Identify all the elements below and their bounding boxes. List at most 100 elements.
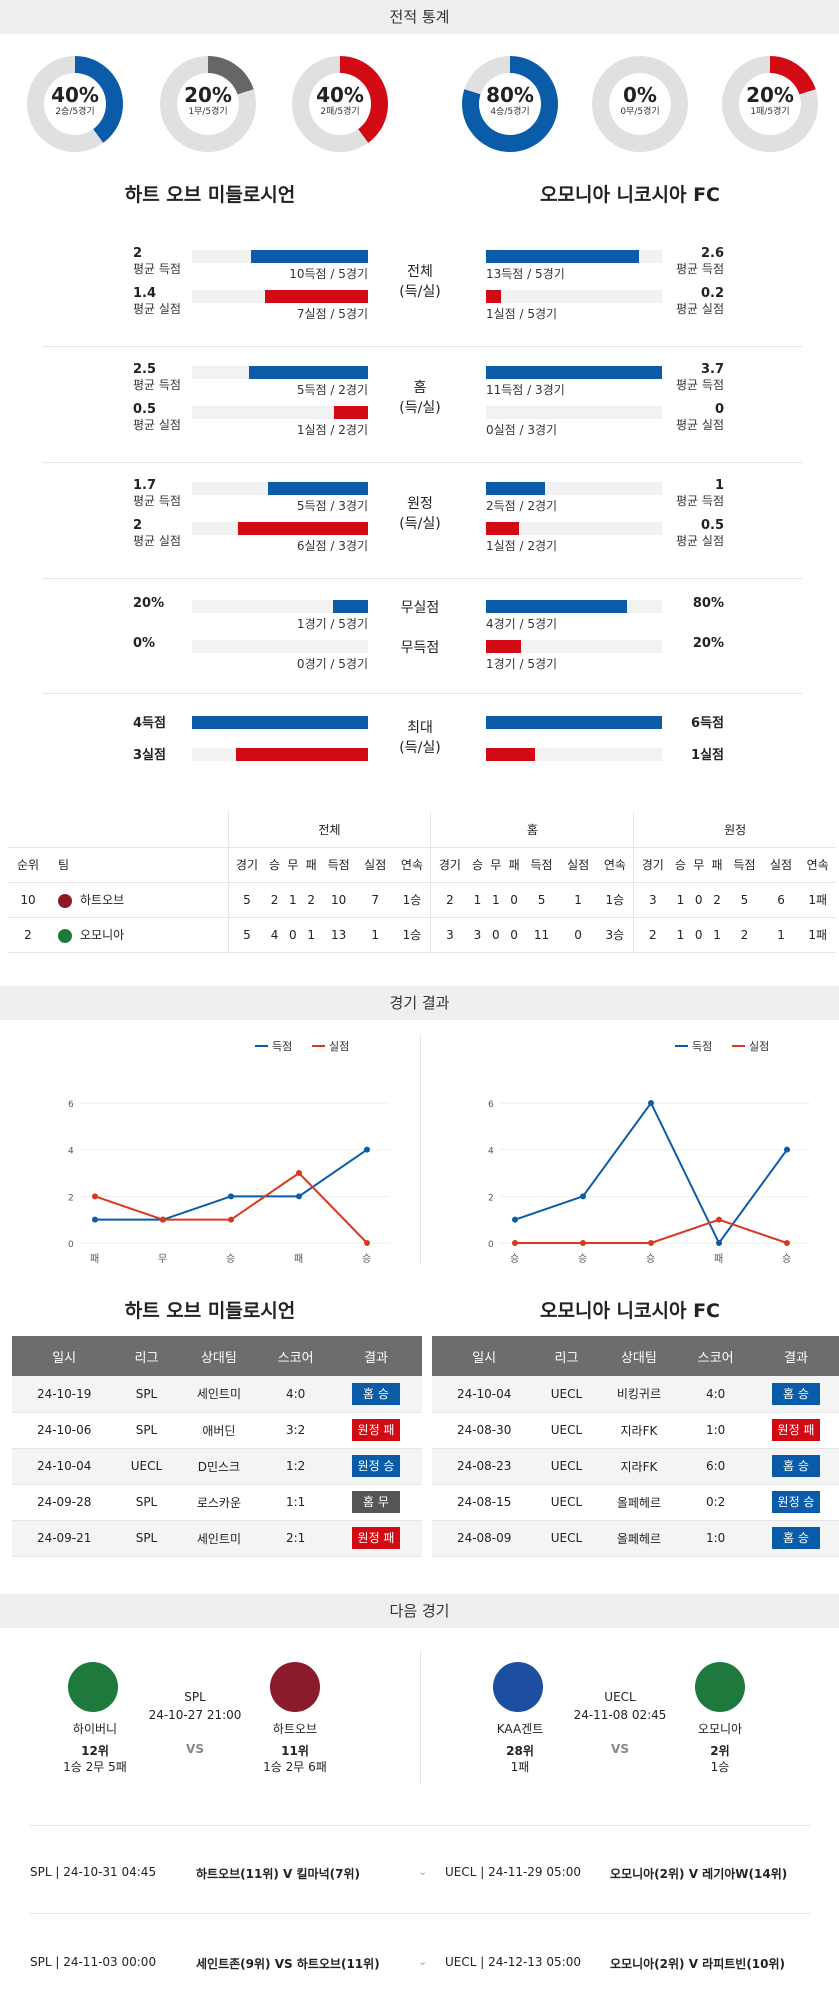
center-line-1: 전체 bbox=[407, 264, 433, 280]
data-point bbox=[784, 1240, 790, 1246]
stat-cell: 1 bbox=[283, 882, 303, 918]
away-record: 1승 bbox=[710, 1760, 730, 1774]
home-record: 1패 bbox=[510, 1760, 530, 1774]
right-bar bbox=[486, 290, 501, 303]
data-point bbox=[160, 1216, 166, 1223]
left-detail: 10득점 / 5경기 bbox=[289, 267, 368, 281]
stat-cell: 5 bbox=[726, 882, 763, 918]
result-date: 24-10-06 bbox=[12, 1412, 117, 1449]
stat-cell: 3 bbox=[430, 917, 469, 953]
donut-center: 40% 2패/5경기 bbox=[309, 73, 371, 135]
results-header-row: 일시 리그 상대팀 스코어 결과 bbox=[12, 1336, 422, 1376]
stat-cell: 1 bbox=[671, 882, 690, 918]
right-label: 평균 실점 bbox=[676, 418, 724, 432]
results-col-header: 결과 bbox=[750, 1336, 839, 1376]
left-bar-track bbox=[192, 640, 368, 653]
result-opp: 지라FK bbox=[596, 1448, 682, 1485]
home-rank: 28위 bbox=[506, 1744, 534, 1758]
results-col-header: 일시 bbox=[432, 1336, 537, 1376]
result-date: 24-10-04 bbox=[12, 1448, 117, 1485]
away-name: 오모니아 bbox=[697, 1722, 743, 1736]
x-tick: 승 bbox=[510, 1253, 519, 1265]
right-value: 0.2 bbox=[700, 286, 724, 301]
x-tick: 승 bbox=[646, 1253, 655, 1265]
left-label: 평균 득점 bbox=[133, 494, 181, 508]
result-badge: 홈 무 bbox=[352, 1491, 400, 1513]
stat-cell: 0 bbox=[504, 917, 524, 953]
sub-header: 승 bbox=[468, 847, 487, 883]
sub-header: 패 bbox=[302, 847, 321, 883]
result-league: SPL bbox=[116, 1520, 177, 1557]
left-bar-track bbox=[192, 600, 368, 613]
x-tick: 패 bbox=[294, 1253, 303, 1265]
left-value: 3실점 bbox=[133, 748, 166, 763]
result-row: 24-10-19 SPL 세인트미 4:0 홈 승 bbox=[12, 1376, 422, 1413]
right-label: 평균 득점 bbox=[676, 494, 724, 508]
right-bar bbox=[486, 640, 522, 653]
right-bar-track bbox=[486, 482, 662, 495]
result-league: SPL bbox=[116, 1412, 177, 1449]
stats-section-header: 전적 통계 bbox=[0, 0, 839, 34]
sub-header: 연속 bbox=[596, 847, 634, 883]
result-league: UECL bbox=[536, 1412, 597, 1449]
donut-center: 20% 1무/5경기 bbox=[177, 73, 239, 135]
result-league: UECL bbox=[536, 1448, 597, 1485]
result-badge: 홈 승 bbox=[772, 1382, 820, 1405]
stat-cell: 6 bbox=[762, 882, 800, 918]
right-detail: 2득점 / 2경기 bbox=[486, 499, 558, 513]
data-point bbox=[228, 1216, 234, 1223]
result-opp: 비킹귀르 bbox=[596, 1376, 682, 1413]
stat-cell: 1 bbox=[671, 917, 690, 953]
result-opp: 세인트미 bbox=[176, 1376, 262, 1413]
result-badge-cell: 원정 패 bbox=[330, 1412, 422, 1449]
result-badge: 원정 승 bbox=[352, 1455, 400, 1477]
sub-header: 실점 bbox=[559, 847, 597, 883]
stat-cell: 2 bbox=[302, 882, 321, 918]
right-value: 3.7 bbox=[700, 362, 724, 377]
group-header: 원정 bbox=[633, 812, 836, 848]
stat-cell: 4 bbox=[265, 917, 284, 953]
results-table-results_left: 일시 리그 상대팀 스코어 결과 24-10-19 SPL 세인트미 4:0 홈 승 24-10-0… bbox=[12, 1336, 422, 1557]
result-badge-cell: 홈 승 bbox=[750, 1376, 839, 1413]
donut-right-1: 0% 0무/5경기 bbox=[592, 56, 688, 152]
donut-left-2: 40% 2패/5경기 bbox=[292, 56, 388, 152]
left-bar-track bbox=[192, 290, 368, 303]
upcoming-right-info: UECL | 24-12-13 05:00 bbox=[445, 1955, 581, 1969]
right-value: 6득점 bbox=[691, 716, 724, 731]
result-date: 24-09-28 bbox=[12, 1484, 117, 1521]
left-bar bbox=[268, 482, 368, 495]
data-point bbox=[716, 1216, 722, 1223]
sub-header: 득점 bbox=[523, 847, 560, 883]
right-label: 평균 실점 bbox=[676, 534, 724, 548]
right-label: 평균 실점 bbox=[676, 302, 724, 316]
result-league: UECL bbox=[536, 1376, 597, 1413]
results-col-header: 스코어 bbox=[261, 1336, 330, 1376]
col-team-spacer bbox=[48, 812, 228, 848]
legend-conceded: 실점 bbox=[749, 1040, 769, 1053]
result-badge: 원정 패 bbox=[772, 1419, 820, 1441]
crest-hearts-icon bbox=[270, 1662, 320, 1712]
right-value: 1 bbox=[714, 478, 724, 493]
right-value: 1실점 bbox=[691, 748, 724, 763]
crest-hibernian-icon bbox=[68, 1662, 118, 1712]
donut-right-0: 80% 4승/5경기 bbox=[462, 56, 558, 152]
x-tick: 승 bbox=[578, 1253, 587, 1265]
data-point bbox=[580, 1193, 586, 1200]
chevron-down-icon[interactable]: ⌄ bbox=[418, 1865, 428, 1878]
upcoming-left-match: 세인트존(9위) VS 하트오브(11위) bbox=[196, 1957, 380, 1971]
x-tick: 승 bbox=[226, 1253, 235, 1265]
chevron-down-icon[interactable]: ⌄ bbox=[418, 1955, 428, 1968]
team-right-title: 오모니아 니코시아 FC bbox=[540, 184, 720, 206]
result-badge-cell: 홈 무 bbox=[330, 1484, 422, 1521]
line-chart-1: 득점 실점 0 2 4 6 승 승 승 패 승 bbox=[488, 1040, 810, 1265]
divider bbox=[42, 346, 802, 347]
left-detail: 5득점 / 2경기 bbox=[296, 383, 368, 397]
left-detail: 7실점 / 5경기 bbox=[296, 307, 368, 321]
center-line-1: 원정 bbox=[407, 496, 433, 512]
match-time: 24-11-08 02:45 bbox=[573, 1708, 667, 1722]
result-row: 24-10-06 SPL 애버딘 3:2 원정 패 bbox=[12, 1412, 422, 1449]
y-tick: 6 bbox=[68, 1100, 74, 1110]
stat-cell: 7 bbox=[356, 882, 394, 918]
result-badge-cell: 원정 패 bbox=[330, 1520, 422, 1557]
sub-header: 경기 bbox=[430, 847, 469, 883]
